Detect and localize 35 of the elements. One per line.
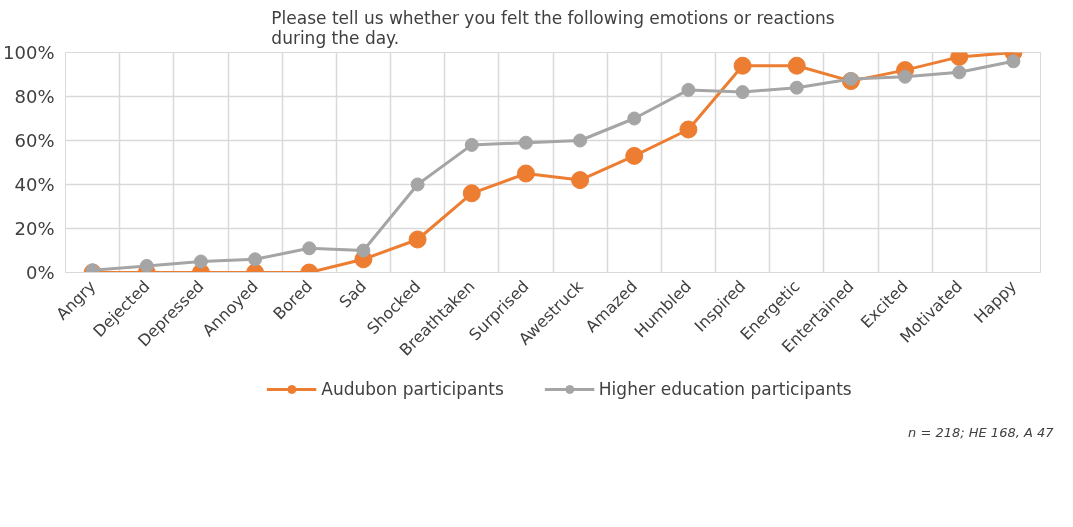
point [735, 85, 750, 100]
point [1006, 54, 1021, 69]
y-tick-label: 80% [14, 86, 55, 107]
y-tick-label: 0% [25, 262, 55, 283]
point [733, 56, 752, 75]
point [843, 71, 858, 86]
y-tick-label: 60% [14, 130, 55, 151]
point [462, 184, 481, 203]
y-tick-label: 40% [14, 174, 55, 195]
point [302, 241, 317, 256]
point [952, 65, 967, 80]
point [464, 137, 479, 152]
point [516, 164, 535, 183]
point [789, 80, 804, 95]
point [625, 146, 644, 165]
point [518, 135, 533, 150]
point [681, 82, 696, 97]
legend-label: Higher education participants [598, 379, 852, 399]
point [679, 120, 698, 139]
chart-title: Please tell us whether you felt the following emotions or reactions during the day. [271, 7, 835, 48]
point [410, 177, 425, 192]
point [571, 171, 590, 190]
y-tick-label: 100% [3, 42, 55, 63]
text: n = 218; HE 168, A 47 [908, 424, 1055, 440]
point [356, 243, 371, 258]
legend-label: Audubon participants [321, 379, 504, 399]
y-tick-label: 20% [14, 218, 55, 239]
point [898, 69, 913, 84]
point [139, 258, 154, 273]
point [248, 252, 263, 267]
point [627, 111, 642, 126]
point [193, 254, 208, 269]
point [573, 133, 588, 148]
point [787, 56, 806, 75]
point [408, 230, 427, 249]
